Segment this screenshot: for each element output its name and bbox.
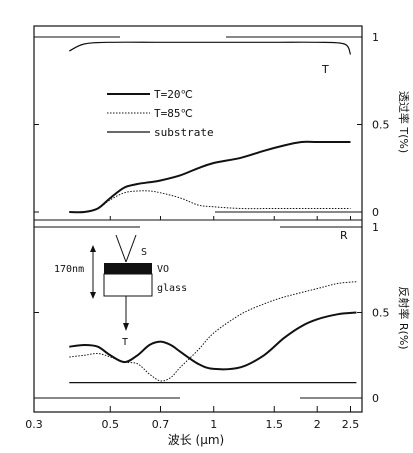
y-tick-label-bottom: 0.5 bbox=[372, 307, 390, 320]
incident-ray-right bbox=[125, 234, 137, 263]
series-line-bottom-dotted bbox=[69, 281, 357, 382]
y-tick-label-top: 0.5 bbox=[372, 119, 390, 132]
incident-ray-left bbox=[115, 234, 127, 263]
glass-substrate-layer bbox=[103, 273, 153, 297]
inset-film-label: VO bbox=[157, 264, 169, 275]
y-tick-label-bottom: 0 bbox=[372, 392, 379, 405]
x-tick-label: 2.5 bbox=[342, 418, 360, 431]
inset-thickness-label: 170nm bbox=[54, 264, 84, 275]
x-tick-label: 2 bbox=[314, 418, 321, 431]
x-tick-label: 0.7 bbox=[152, 418, 170, 431]
vo-film-layer bbox=[104, 263, 152, 274]
y-tick-label-top: 0 bbox=[372, 206, 379, 219]
x-tick-label: 0.5 bbox=[102, 418, 120, 431]
x-tick-label: 1.5 bbox=[266, 418, 284, 431]
plot-frame bbox=[33, 25, 363, 413]
y-tick-label-bottom: 1 bbox=[372, 221, 379, 234]
top-y-axis-title: 透过率 T(%) bbox=[397, 91, 411, 153]
inset-incident-label: S bbox=[141, 247, 147, 258]
thickness-arrow-up bbox=[90, 245, 96, 252]
inset-transmitted-label: T bbox=[122, 337, 128, 348]
bottom-panel-letter: R bbox=[340, 229, 348, 242]
x-tick-label: 1 bbox=[210, 418, 217, 431]
top-panel-letter: T bbox=[321, 63, 329, 76]
series-line-top-dotted bbox=[69, 190, 351, 213]
series-line-top-solid-thick bbox=[69, 140, 351, 214]
y-tick-label-top: 1 bbox=[372, 31, 379, 44]
legend-label: substrate bbox=[154, 126, 214, 139]
series-line-top-solid-thin bbox=[69, 41, 352, 55]
legend-label: T=20℃ bbox=[154, 88, 193, 101]
inset-substrate-label: glass bbox=[157, 283, 187, 294]
bottom-y-axis-title: 反射率 R(%) bbox=[397, 286, 411, 349]
legend-label: T=85℃ bbox=[154, 107, 193, 120]
sample-inset: S VO glass 170nm T bbox=[54, 234, 187, 348]
transmitted-arrow-head bbox=[123, 323, 129, 331]
thickness-arrow-down bbox=[90, 292, 96, 299]
x-tick-label: 0.3 bbox=[25, 418, 43, 431]
series-line-bottom-solid-thick bbox=[69, 311, 357, 371]
x-axis-title: 波长 (μm) bbox=[168, 433, 225, 447]
